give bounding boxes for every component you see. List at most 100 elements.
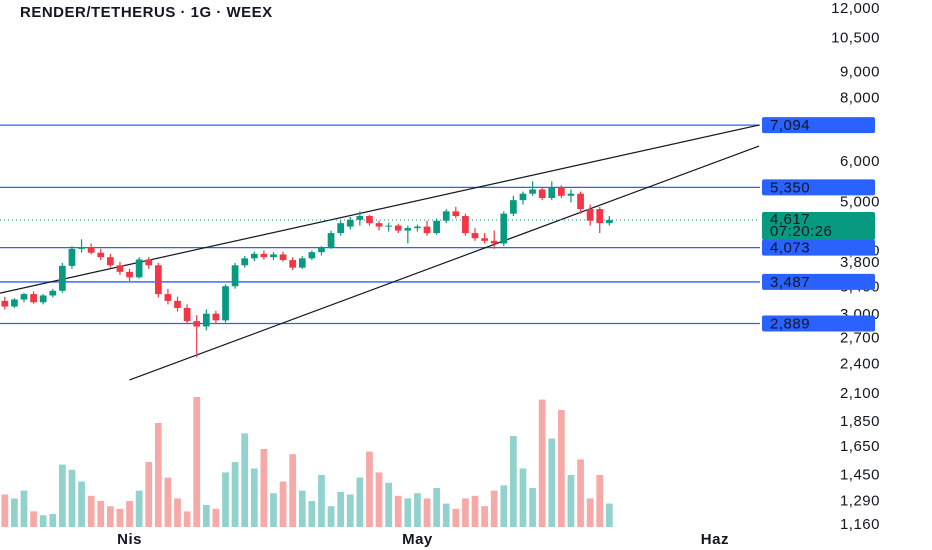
volume-bar: [394, 495, 402, 527]
volume-bar: [174, 498, 181, 527]
y-tick-label: 9,000: [840, 64, 880, 81]
volume-bar: [1, 494, 9, 527]
y-tick-label: 3,800: [840, 254, 880, 271]
volume-bar: [404, 498, 412, 527]
volume-bar: [11, 498, 18, 527]
candle-body: [538, 189, 546, 198]
candle-body: [529, 189, 536, 194]
candle-body: [260, 253, 268, 258]
candle-body: [490, 240, 498, 244]
volume-bar: [538, 399, 546, 527]
volume-bar: [270, 493, 277, 527]
candle-body: [126, 271, 133, 278]
volume-bar: [433, 488, 440, 527]
candle-body: [596, 209, 604, 224]
y-tick-label: 1,160: [840, 516, 880, 533]
candle-body: [394, 225, 402, 231]
candle-body: [318, 247, 325, 253]
volume-bar: [385, 482, 392, 527]
volume-bar: [567, 475, 575, 527]
volume-bar: [423, 498, 431, 527]
volume-bar: [154, 423, 162, 527]
candle-body: [106, 257, 114, 266]
candle-body: [174, 300, 181, 308]
volume-bar: [97, 501, 105, 527]
x-tick-label: May: [402, 531, 433, 548]
volume-bar: [145, 462, 153, 527]
y-tick-label: 2,100: [840, 385, 880, 402]
trendline: [0, 124, 760, 294]
volume-bar: [605, 503, 613, 527]
x-tick-label: Nis: [117, 531, 142, 548]
volume-bar: [519, 468, 527, 527]
volume-bar: [318, 475, 325, 527]
volume-bar: [375, 472, 383, 527]
volume-bar: [59, 464, 66, 527]
candle-body: [462, 216, 469, 234]
candle-body: [442, 211, 450, 221]
y-tick-label: 1,290: [840, 493, 880, 510]
candle-body: [241, 258, 249, 266]
volume-bar: [39, 515, 47, 527]
candle-body: [231, 265, 239, 287]
candle-body: [481, 238, 488, 241]
volume-bar: [346, 494, 354, 527]
main-layer: [0, 124, 760, 381]
candle-body: [577, 193, 584, 210]
candle-body: [548, 187, 556, 198]
level-label-box: [762, 117, 875, 134]
volume-bar: [308, 501, 316, 527]
candle-body: [222, 286, 229, 321]
level-label: 4,073: [770, 240, 810, 257]
candle-body: [59, 265, 66, 291]
volume-bar: [337, 491, 345, 527]
candle-body: [87, 247, 95, 253]
candle-body: [183, 307, 191, 322]
back-layer: 12,00010,5009,0008,0006,0005,0004,0003,8…: [1, 0, 880, 548]
candle-body: [433, 220, 440, 234]
candle-body: [97, 252, 105, 258]
x-tick-label: Haz: [701, 531, 729, 548]
volume-bar: [30, 511, 37, 527]
y-tick-label: 5,000: [840, 193, 880, 210]
volume-bar: [500, 485, 508, 527]
candle-body: [308, 252, 316, 259]
y-tick-label: 2,700: [840, 329, 880, 346]
volume-bar: [106, 506, 114, 527]
candle-body: [1, 300, 9, 307]
volume-bar: [87, 495, 95, 527]
y-tick-label: 10,500: [831, 29, 880, 46]
y-tick-label: 8,000: [840, 90, 880, 107]
volume-bar: [68, 469, 76, 527]
volume-bar: [202, 504, 210, 527]
last-price-label: 4,617: [770, 211, 810, 228]
candle-body: [519, 193, 527, 201]
trendline: [129, 145, 760, 381]
level-label: 2,889: [770, 315, 810, 332]
y-tick-label: 2,400: [840, 355, 880, 372]
volume-bar: [577, 459, 584, 527]
volume-bar: [193, 397, 201, 527]
candle-body: [145, 259, 153, 266]
candle-body: [135, 259, 143, 278]
candle-body: [452, 211, 460, 217]
candle-body: [471, 233, 479, 239]
level-label-box: [762, 315, 875, 332]
chart-title: RENDER/TETHERUS · 1G · WEEX: [20, 4, 273, 21]
candle-body: [164, 294, 172, 301]
candle-body: [212, 313, 220, 321]
candle-body: [337, 223, 345, 234]
candle-body: [202, 313, 210, 327]
candle-body: [586, 209, 594, 221]
candle-body: [327, 233, 335, 248]
volume-bar: [558, 410, 565, 527]
candle-body: [298, 258, 306, 268]
volume-bar: [183, 511, 191, 527]
volume-bar: [327, 506, 335, 527]
candle-body: [11, 299, 18, 307]
volume-bar: [116, 508, 124, 527]
level-label: 5,350: [770, 179, 810, 196]
volume-bar: [279, 481, 287, 527]
level-label-box: [762, 179, 875, 196]
volume-bar: [462, 498, 469, 527]
